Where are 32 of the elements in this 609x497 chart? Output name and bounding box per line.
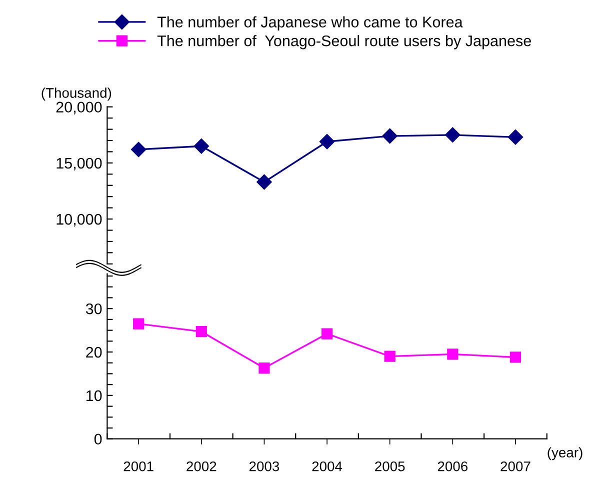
point <box>196 326 207 338</box>
x-tick-label: 2004 <box>312 461 342 472</box>
point <box>447 348 458 360</box>
point <box>508 130 524 145</box>
point <box>510 352 522 363</box>
point <box>258 362 270 374</box>
x-tick-label: 2007 <box>500 461 530 472</box>
point <box>445 127 460 142</box>
point <box>131 142 146 158</box>
point <box>194 138 209 154</box>
x-axis-title: (year) <box>548 447 582 460</box>
y-tick-label: 15,000 <box>56 158 102 170</box>
y-tick-label: 20,000 <box>56 102 102 114</box>
point <box>133 318 144 330</box>
y-tick-label: 20 <box>86 346 102 358</box>
x-tick-label: 2005 <box>375 461 405 472</box>
point <box>319 134 335 150</box>
x-tick-label: 2002 <box>186 461 216 472</box>
x-tick-label: 2006 <box>438 461 468 472</box>
point <box>321 328 333 340</box>
y-tick-label: 10 <box>86 390 102 402</box>
legend-label: The number of Yonago-Seoul route users by Japanese <box>157 35 531 50</box>
x-tick-label: 2003 <box>249 461 280 472</box>
point <box>384 350 396 362</box>
point <box>256 174 272 190</box>
y-axis-title: (Thousand) <box>42 88 112 101</box>
x-tick-label: 2001 <box>124 461 154 472</box>
point <box>382 128 398 144</box>
y-tick-label: 0 <box>94 434 102 445</box>
y-tick-label: 10,000 <box>56 214 102 227</box>
legend-label: The number of Japanese who came to Korea <box>157 16 463 30</box>
y-tick-label: 30 <box>86 303 102 314</box>
